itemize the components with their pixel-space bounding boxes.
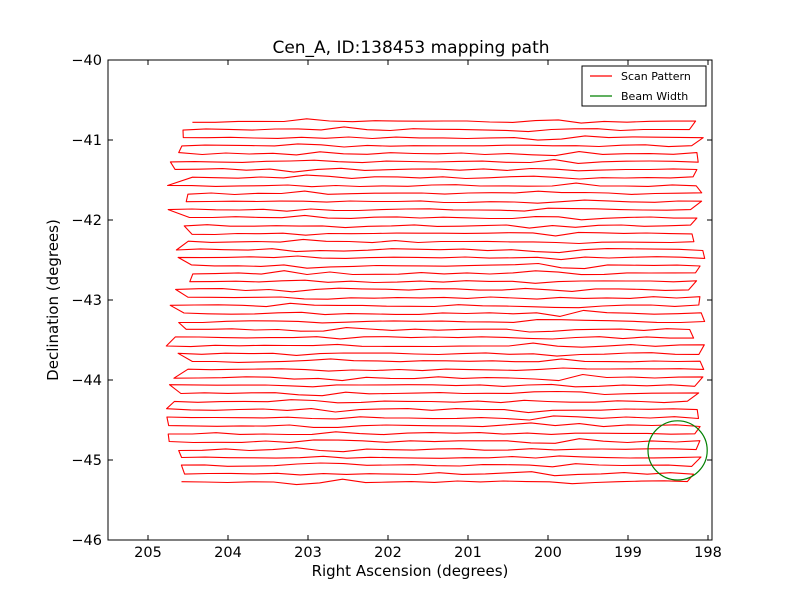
- y-tick-label: −46: [71, 533, 102, 549]
- y-axis: −40 −41 −42 −43 −44 −45 −46: [71, 53, 712, 549]
- y-tick-label: −41: [71, 133, 102, 149]
- y-axis-label: Declination (degrees): [44, 219, 62, 381]
- beam-width-circle: [647, 420, 708, 481]
- legend-label-beam-width: Beam Width: [621, 90, 688, 103]
- x-tick-label: 203: [294, 545, 322, 561]
- y-tick-label: −42: [71, 213, 102, 229]
- y-tick-label: −40: [71, 53, 102, 69]
- chart-title: Cen_A, ID:138453 mapping path: [272, 38, 549, 58]
- legend-label-scan-pattern: Scan Pattern: [621, 70, 691, 83]
- y-tick-label: −45: [71, 453, 102, 469]
- x-tick-label: 202: [374, 545, 402, 561]
- x-tick-label: 201: [454, 545, 482, 561]
- x-tick-label: 200: [534, 545, 562, 561]
- scan-pattern-line: [165, 118, 706, 486]
- x-tick-label: 204: [214, 545, 242, 561]
- x-axis: 205 204 203 202 201 200 199 198: [134, 60, 722, 561]
- y-tick-label: −43: [71, 293, 102, 309]
- y-tick-label: −44: [71, 373, 102, 389]
- x-axis-label: Right Ascension (degrees): [312, 562, 509, 580]
- legend: Scan Pattern Beam Width: [581, 65, 707, 107]
- x-tick-label: 198: [694, 545, 722, 561]
- scan-pattern-series: [165, 118, 706, 486]
- x-tick-label: 205: [134, 545, 162, 561]
- x-tick-label: 199: [614, 545, 642, 561]
- beam-width-series: [647, 420, 708, 481]
- legend-box: [581, 65, 707, 107]
